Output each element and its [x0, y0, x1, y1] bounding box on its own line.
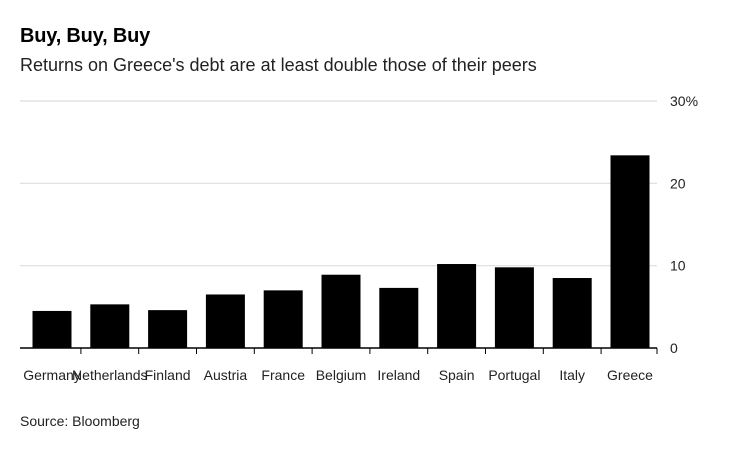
- x-tick-label: Greece: [607, 367, 653, 383]
- x-tick-label: Spain: [439, 367, 475, 383]
- y-tick-label: 30%: [670, 93, 698, 109]
- chart-title: Buy, Buy, Buy: [20, 25, 151, 47]
- x-tick-label: Italy: [559, 367, 585, 383]
- x-tick-label: Finland: [145, 367, 191, 383]
- x-tick-label: Belgium: [316, 367, 367, 383]
- y-tick-label: 0: [670, 340, 678, 356]
- bar: [552, 278, 592, 348]
- chart-subtitle: Returns on Greece's debt are at least do…: [20, 55, 537, 75]
- bar: [379, 287, 419, 348]
- gridlines: [20, 100, 657, 267]
- x-tick-label: Germany: [23, 367, 81, 383]
- bar: [610, 155, 650, 348]
- axes: [20, 347, 658, 354]
- x-tick-label: Portugal: [488, 367, 540, 383]
- bar: [90, 304, 130, 348]
- y-tick-label: 20: [670, 175, 686, 191]
- x-tick-label: Austria: [204, 367, 248, 383]
- x-tick-label: Ireland: [377, 367, 420, 383]
- x-tick-label: Netherlands: [72, 367, 148, 383]
- bar: [437, 264, 477, 348]
- bars: [32, 155, 650, 348]
- bar: [494, 267, 534, 348]
- bar: [32, 310, 72, 348]
- bar: [321, 274, 361, 348]
- source-note: Source: Bloomberg: [20, 413, 140, 429]
- y-tick-label: 10: [670, 258, 686, 274]
- x-tick-label: France: [261, 367, 305, 383]
- bar: [263, 290, 303, 348]
- bar: [148, 310, 188, 348]
- bar: [205, 294, 245, 348]
- y-tick-labels: 0 10 20 30%: [670, 93, 698, 356]
